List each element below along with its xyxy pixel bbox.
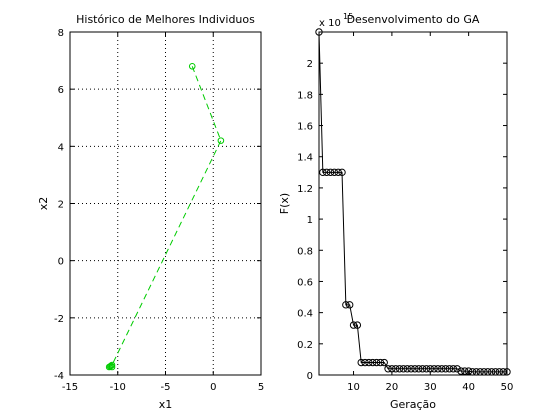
right-y-tick-label: 0.6 xyxy=(297,277,313,288)
right-y-tick-label: 1.4 xyxy=(297,153,313,164)
right-y-scale-exponent: 15 xyxy=(343,12,353,21)
left-y-axis-label: x2 xyxy=(37,197,50,211)
right-y-tick-label: 0 xyxy=(307,371,313,382)
right-y-tick-label: 0.4 xyxy=(297,309,313,320)
left-y-tick-label: 2 xyxy=(58,200,64,211)
right-y-tick-label: 1 xyxy=(307,215,313,226)
right-y-tick-label: 0.8 xyxy=(297,246,313,257)
left-y-tick-label: 8 xyxy=(58,28,64,39)
right-y-tick-label: 0.2 xyxy=(297,340,313,351)
left-x-tick-label: 0 xyxy=(210,382,216,393)
right-x-tick-label: 20 xyxy=(386,382,399,393)
left-chart-title: Histórico de Melhores Individuos xyxy=(76,13,255,26)
right-x-axis-label: Geração xyxy=(390,398,436,411)
right-x-tick-label: 50 xyxy=(501,382,514,393)
left-y-tick-label: 0 xyxy=(58,257,64,268)
left-x-tick-label: 5 xyxy=(258,382,264,393)
left-y-tick-label: -4 xyxy=(54,371,64,382)
right-y-scale-label: x 10 xyxy=(319,18,341,29)
left-y-tick-label: 6 xyxy=(58,85,64,96)
left-x-tick-label: -5 xyxy=(161,382,171,393)
right-y-tick-label: 2 xyxy=(307,59,313,70)
left-x-tick-label: -15 xyxy=(62,382,78,393)
right-y-axis-label: F(x) xyxy=(278,193,291,214)
right-plot: 10 20 30 40 50 0 0.2 0.4 0.6 0.8 1 1.2 1.4 1.6 1.8 2 De… xyxy=(278,12,513,411)
left-plot: -15 -10 -5 0 5 -4 -2 0 2 4 6 8 Histórico de Melhore… xyxy=(37,13,264,411)
right-plot-area xyxy=(319,32,507,375)
left-y-tick-label: 4 xyxy=(58,142,64,153)
right-y-tick-label: 1.8 xyxy=(297,90,313,101)
left-x-axis-label: x1 xyxy=(159,398,173,411)
right-x-tick-label: 10 xyxy=(347,382,360,393)
right-y-tick-label: 1.2 xyxy=(297,184,313,195)
left-x-tick-label: -10 xyxy=(110,382,126,393)
right-x-tick-label: 40 xyxy=(462,382,475,393)
right-x-tick-label: 30 xyxy=(424,382,437,393)
left-y-tick-label: -2 xyxy=(54,314,64,325)
right-chart-title: Desenvolvimento do GA xyxy=(347,13,480,26)
right-y-tick-label: 1.6 xyxy=(297,122,313,133)
